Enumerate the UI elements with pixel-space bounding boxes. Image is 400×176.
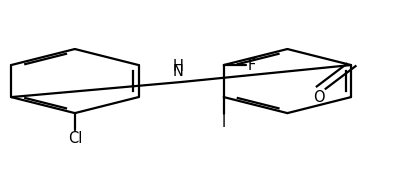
Text: I: I [222,115,226,130]
Text: O: O [314,90,325,105]
Text: F: F [247,58,256,73]
Text: Cl: Cl [68,131,82,146]
Text: N: N [173,64,184,79]
Text: H: H [173,59,184,74]
